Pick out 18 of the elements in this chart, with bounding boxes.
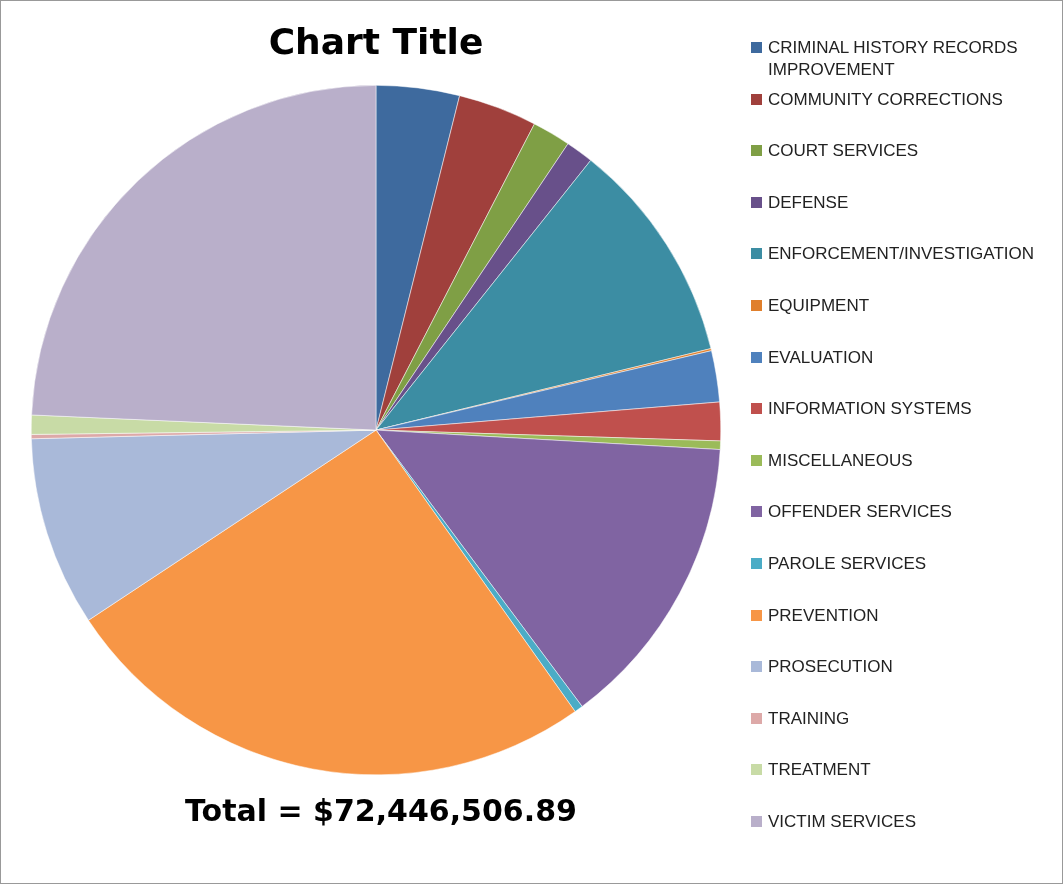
- legend-label: INFORMATION SYSTEMS: [768, 398, 972, 421]
- legend-label: ENFORCEMENT/INVESTIGATION: [768, 243, 1035, 266]
- legend-label: TREATMENT: [768, 759, 871, 782]
- legend-label: PROSECUTION: [768, 656, 893, 679]
- text: Total = $72,446,506.89: [184, 793, 578, 828]
- chart-title: Chart Title: [268, 20, 484, 62]
- legend-label: TRAINING: [768, 707, 850, 730]
- legend-label: VICTIM SERVICES: [768, 810, 916, 833]
- legend-label: EVALUATION: [768, 346, 874, 369]
- legend-label: DEFENSE: [768, 191, 849, 214]
- legend-label: EQUIPMENT: [768, 294, 870, 317]
- legend-label: PREVENTION: [768, 604, 879, 627]
- legend-label: PAROLE SERVICES: [768, 552, 927, 575]
- legend-label: COURT SERVICES: [768, 140, 919, 163]
- legend-label: OFFENDER SERVICES: [768, 501, 952, 524]
- legend-label: MISCELLANEOUS: [768, 449, 913, 472]
- legend-label: COMMUNITY CORRECTIONS: [768, 88, 1003, 111]
- legend-label: CRIMINAL HISTORY RECORDS IMPROVEMENT: [768, 37, 1019, 81]
